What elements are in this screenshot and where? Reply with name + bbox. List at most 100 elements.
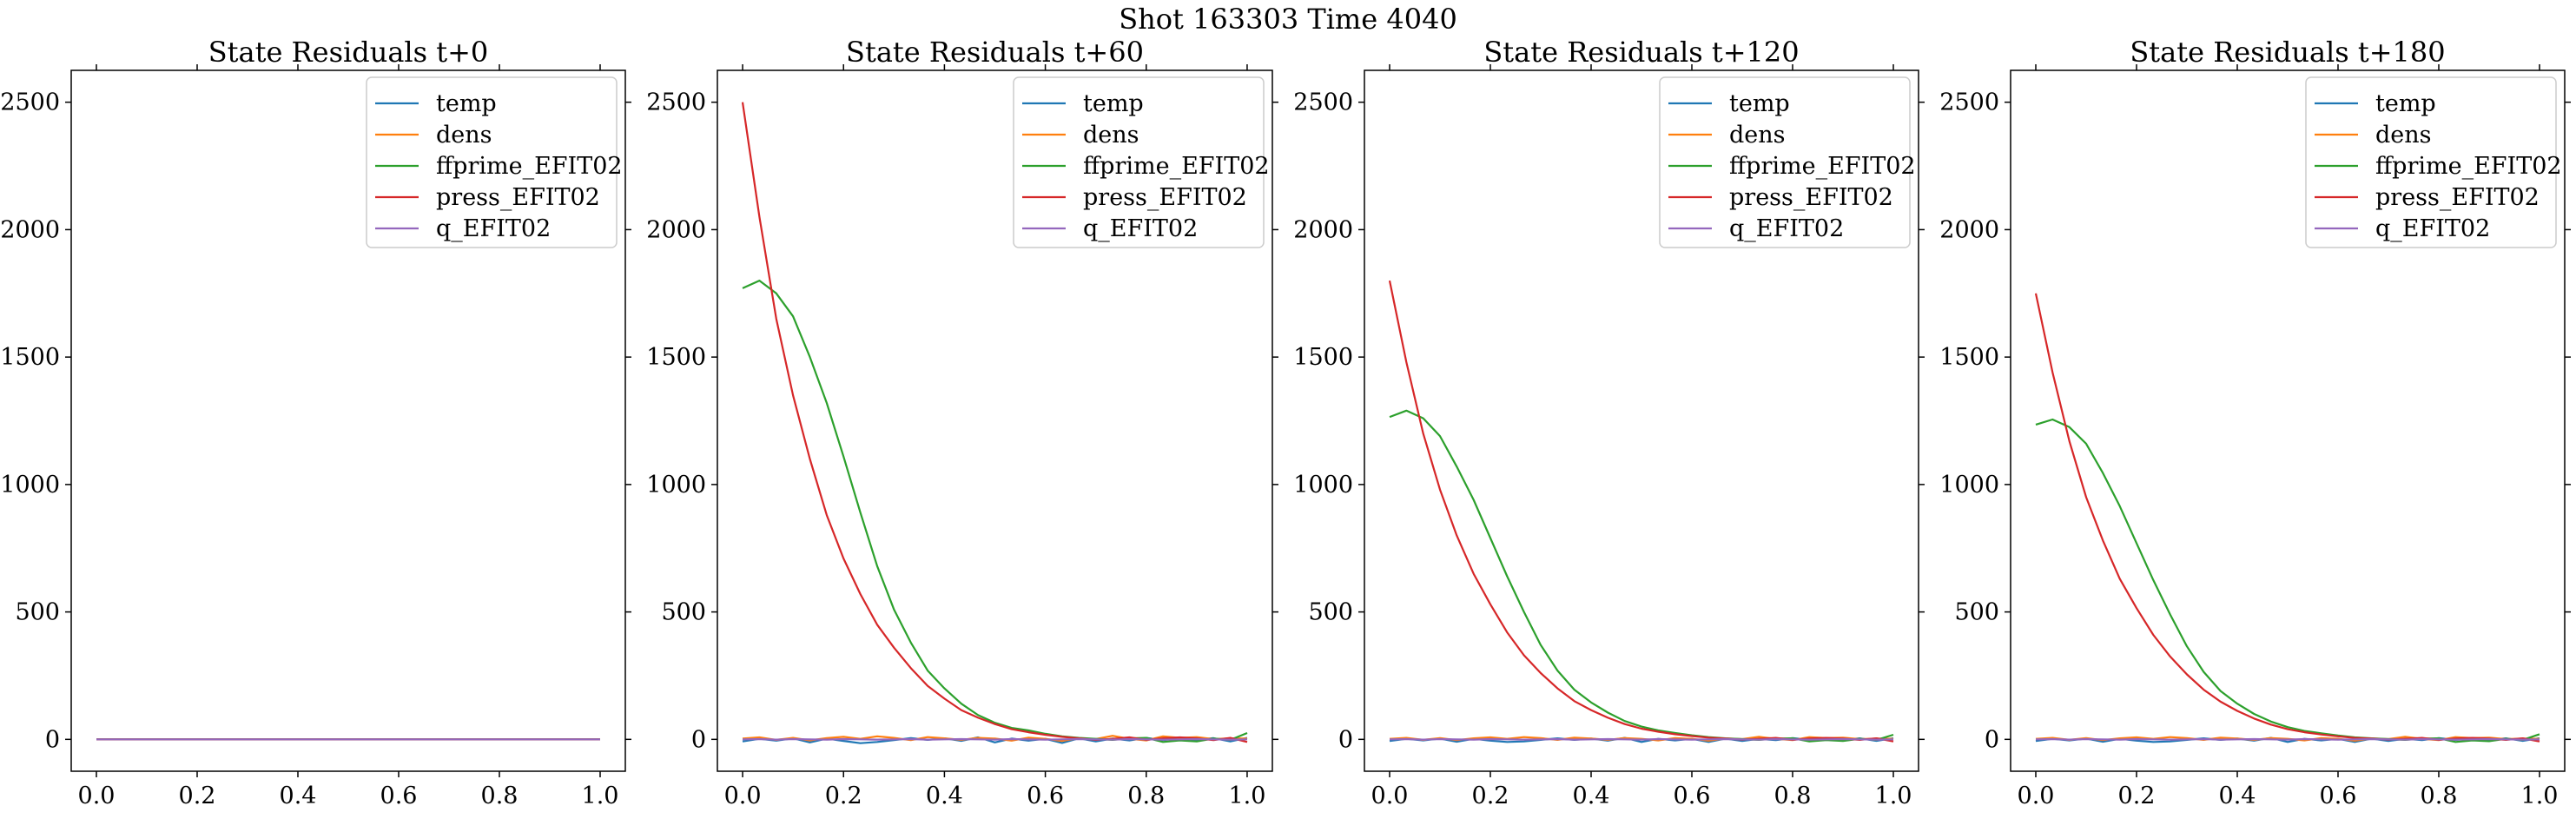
y-tick-label: 1000 bbox=[646, 472, 706, 499]
axes-frame bbox=[2010, 69, 2566, 772]
y-tick-label: 0 bbox=[1338, 726, 1353, 753]
legend-box bbox=[2305, 76, 2557, 248]
series-line-ffprime-efit02 bbox=[1389, 409, 1894, 743]
legend-label: q_EFIT02 bbox=[2375, 215, 2490, 242]
y-tick-label: 500 bbox=[1308, 599, 1353, 626]
subplot-1: State Residuals t+60 0.0 0.2 0.4 0.6 0.8 1.0 0 5… bbox=[646, 36, 1278, 809]
x-tick-label: 1.0 bbox=[2521, 783, 2559, 809]
legend-label: press_EFIT02 bbox=[1729, 184, 1893, 211]
series-line-dens bbox=[742, 735, 1248, 743]
legend: temp dens ffprime_EFIT02 press_EFIT02 q_EFIT… bbox=[1659, 76, 1916, 248]
legend-label: q_EFIT02 bbox=[436, 215, 551, 242]
x-tick-label: 0.0 bbox=[2018, 783, 2055, 809]
y-tick-label: 1000 bbox=[1939, 472, 1999, 499]
legend-label: temp bbox=[1083, 90, 1144, 117]
y-tick-label: 0 bbox=[691, 726, 706, 753]
x-tick-label: 0.4 bbox=[926, 783, 963, 809]
legend-label: temp bbox=[2375, 90, 2436, 117]
y-tick-label: 2500 bbox=[1293, 89, 1353, 116]
y-tick-label: 2000 bbox=[1939, 216, 1999, 243]
x-tick-label: 1.0 bbox=[582, 783, 619, 809]
series-line-q-efit02 bbox=[2035, 737, 2540, 741]
x-tick-label: 0.6 bbox=[380, 783, 418, 809]
x-tick-label: 0.2 bbox=[1472, 783, 1509, 809]
legend-label: temp bbox=[436, 90, 497, 117]
y-tick-label: 0 bbox=[45, 726, 60, 753]
legend-label: ffprime_EFIT02 bbox=[1729, 153, 1916, 180]
subplot-3: State Residuals t+180 0.0 0.2 0.4 0.6 0.8 1.0 0… bbox=[1939, 36, 2571, 809]
legend-box bbox=[366, 76, 618, 248]
x-tick-label: 0.8 bbox=[1127, 783, 1165, 809]
x-tick-label: 1.0 bbox=[1228, 783, 1265, 809]
y-tick-label: 2500 bbox=[0, 89, 60, 116]
y-tick-label: 1500 bbox=[0, 344, 60, 371]
x-tick-label: 0.6 bbox=[2320, 783, 2357, 809]
x-tick-label: 0.6 bbox=[1027, 783, 1064, 809]
y-tick-label: 1000 bbox=[0, 472, 60, 499]
x-tick-label: 0.2 bbox=[825, 783, 862, 809]
legend-label: q_EFIT02 bbox=[1083, 215, 1198, 242]
x-tick-label: 0.8 bbox=[1774, 783, 1812, 809]
x-tick-label: 0.0 bbox=[724, 783, 762, 809]
legend-label: dens bbox=[1083, 122, 1139, 149]
y-tick-label: 1500 bbox=[646, 344, 706, 371]
axes-frame bbox=[70, 69, 626, 772]
legend-label: ffprime_EFIT02 bbox=[436, 153, 623, 180]
legend-label: ffprime_EFIT02 bbox=[1083, 153, 1270, 180]
y-tick-label: 1500 bbox=[1293, 344, 1353, 371]
y-tick-label: 2500 bbox=[646, 89, 706, 116]
subplot-title: State Residuals t+0 bbox=[208, 36, 489, 69]
legend-label: press_EFIT02 bbox=[436, 184, 600, 211]
series-line-ffprime-efit02 bbox=[742, 280, 1248, 743]
y-tick-label: 1000 bbox=[1293, 472, 1353, 499]
x-tick-label: 0.8 bbox=[2421, 783, 2458, 809]
x-tick-label: 0.6 bbox=[1674, 783, 1711, 809]
y-tick-label: 2000 bbox=[1293, 216, 1353, 243]
series-line-press-efit02 bbox=[741, 102, 1248, 743]
x-tick-label: 0.8 bbox=[481, 783, 519, 809]
legend-label: dens bbox=[436, 122, 492, 149]
x-tick-label: 0.0 bbox=[78, 783, 116, 809]
legend-label: press_EFIT02 bbox=[2375, 184, 2540, 211]
subplot-0: State Residuals t+0 0.0 0.2 0.4 0.6 0.8 1.0 0 50… bbox=[0, 36, 631, 809]
y-tick-label: 0 bbox=[1985, 726, 1999, 753]
axes-frame bbox=[717, 69, 1273, 772]
figure-suptitle: Shot 163303 Time 4040 bbox=[1119, 3, 1457, 36]
x-tick-label: 0.4 bbox=[2219, 783, 2256, 809]
series-line-q-efit02 bbox=[742, 737, 1248, 741]
series-line-q-efit02 bbox=[1389, 737, 1894, 741]
x-tick-label: 0.4 bbox=[280, 783, 317, 809]
x-tick-label: 0.2 bbox=[2118, 783, 2156, 809]
subplot-title: State Residuals t+60 bbox=[846, 36, 1144, 69]
legend-box bbox=[1659, 76, 1911, 248]
legend: temp dens ffprime_EFIT02 press_EFIT02 q_EFIT… bbox=[1013, 76, 1270, 248]
subplot-title: State Residuals t+180 bbox=[2130, 36, 2445, 69]
subplot-title: State Residuals t+120 bbox=[1483, 36, 1799, 69]
subplot-2: State Residuals t+120 0.0 0.2 0.4 0.6 0.8 1.0 0… bbox=[1293, 36, 1925, 809]
legend-label: dens bbox=[1729, 122, 1786, 149]
legend: temp dens ffprime_EFIT02 press_EFIT02 q_EFIT… bbox=[366, 76, 623, 248]
legend-label: press_EFIT02 bbox=[1083, 184, 1247, 211]
legend-label: dens bbox=[2375, 122, 2432, 149]
y-tick-label: 2000 bbox=[0, 216, 60, 243]
series-line-ffprime-efit02 bbox=[2035, 418, 2540, 743]
x-tick-label: 1.0 bbox=[1875, 783, 1912, 809]
x-tick-label: 0.4 bbox=[1573, 783, 1610, 809]
legend-label: q_EFIT02 bbox=[1729, 215, 1844, 242]
subplot-grid: State Residuals t+0 0.0 0.2 0.4 0.6 0.8 1.0 0 50… bbox=[0, 36, 2571, 809]
legend-label: temp bbox=[1729, 90, 1790, 117]
legend-label: ffprime_EFIT02 bbox=[2375, 153, 2562, 180]
y-tick-label: 2000 bbox=[646, 216, 706, 243]
y-tick-label: 500 bbox=[1954, 599, 1999, 626]
x-tick-label: 0.0 bbox=[1371, 783, 1409, 809]
series-line-press-efit02 bbox=[2034, 293, 2540, 743]
y-tick-label: 500 bbox=[15, 599, 60, 626]
y-tick-label: 1500 bbox=[1939, 344, 1999, 371]
y-tick-label: 500 bbox=[661, 599, 706, 626]
legend: temp dens ffprime_EFIT02 press_EFIT02 q_EFIT… bbox=[2305, 76, 2562, 248]
axes-frame bbox=[1364, 69, 1919, 772]
y-tick-label: 2500 bbox=[1939, 89, 1999, 116]
legend-box bbox=[1013, 76, 1265, 248]
x-tick-label: 0.2 bbox=[179, 783, 216, 809]
